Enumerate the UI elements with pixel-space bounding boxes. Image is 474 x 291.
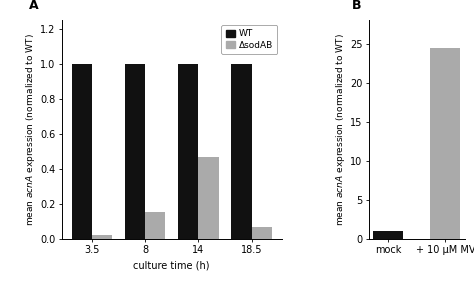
Text: A: A: [28, 0, 38, 12]
Bar: [231, 64, 252, 239]
Bar: [92, 235, 112, 239]
X-axis label: culture time (h): culture time (h): [134, 260, 210, 270]
Bar: [252, 227, 272, 239]
Bar: [125, 64, 145, 239]
Bar: [145, 212, 165, 239]
Bar: [178, 64, 198, 239]
Y-axis label: mean $\it{acnA}$ expression (normalized to WT): mean $\it{acnA}$ expression (normalized …: [24, 33, 37, 226]
Bar: [430, 48, 460, 239]
Bar: [373, 231, 403, 239]
Text: B: B: [352, 0, 361, 12]
Legend: WT, ΔsodAB: WT, ΔsodAB: [221, 25, 277, 54]
Bar: [72, 64, 92, 239]
Bar: [198, 157, 219, 239]
Y-axis label: mean $\it{acnA}$ expression (normalized to WT): mean $\it{acnA}$ expression (normalized …: [334, 33, 347, 226]
